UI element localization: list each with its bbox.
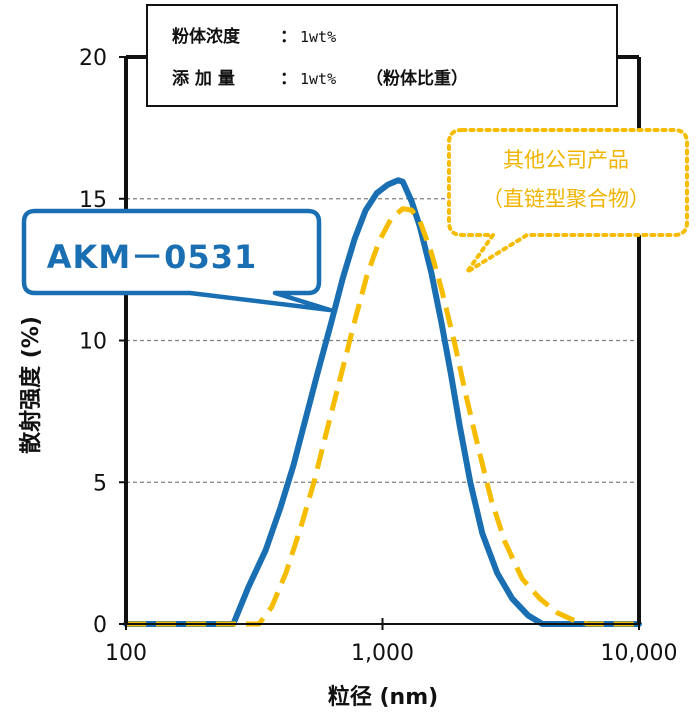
tick-labels: 0 5 10 15 20 100 1,000 10,000 [79,46,677,666]
y-tick-label-10: 10 [79,330,107,355]
y-tick-label-15: 15 [79,188,107,213]
x-tick-label-1000: 1,000 [351,641,414,666]
info-line1-sep: ： [280,27,297,47]
info-line1-value: 1wt% [300,28,336,46]
x-axis-title: 粒径 (nm) [328,684,438,710]
akm-callout-bubble [21,208,333,313]
y-axis-title: 散射强度 (%) [18,316,44,454]
info-box-frame [146,4,618,107]
info-line2-note: （粉体比重） [366,68,468,89]
info-line2-label: 添 加 量 [172,68,235,89]
akm-callout-label: AKM－0531 [47,238,257,276]
x-tick-label-10000: 10,000 [601,641,678,666]
akm-callout: AKM－0531 [21,208,333,313]
info-line2-value: 1wt% [300,70,336,88]
series-group [123,177,642,627]
series-line-other-product [126,206,639,627]
info-box: 粉体浓度 ： 1wt% 添 加 量 ： 1wt% （粉体比重） [146,4,618,107]
x-tick-label-100: 100 [105,641,147,666]
other-callout-line1: 其他公司产品 [503,148,629,172]
info-line1-label: 粉体浓度 [172,26,241,47]
y-tick-label-5: 5 [93,471,107,496]
other-product-callout: 其他公司产品 （直链型聚合物） [447,128,689,274]
other-callout-line2: （直链型聚合物） [482,187,650,211]
info-line2-sep: ： [280,69,297,89]
other-callout-bubble [447,128,689,274]
series-line-akm-0531 [123,177,642,627]
y-tick-label-0: 0 [93,613,107,638]
y-tick-label-20: 20 [79,46,107,71]
